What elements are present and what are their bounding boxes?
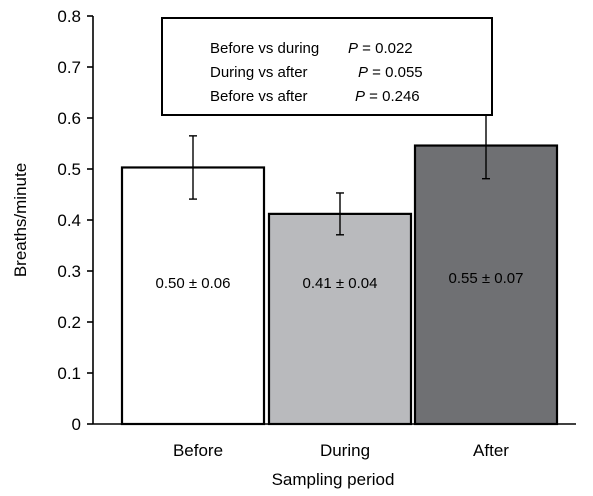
p-symbol: P [358, 64, 368, 81]
comparison-label: During vs after [210, 64, 308, 81]
comparison-label: Before vs after [210, 88, 308, 105]
p-value-number: = 0.055 [368, 64, 423, 81]
bar-during [267, 212, 413, 426]
p-value-number: = 0.246 [365, 88, 420, 105]
x-category-label: During [320, 441, 370, 460]
p-value: P = 0.055 [358, 64, 423, 81]
p-symbol: P [355, 88, 365, 105]
x-category-label: Before [173, 441, 223, 460]
bar-value-labels: 0.50 ± 0.06 0.41 ± 0.04 0.55 ± 0.07 [156, 270, 524, 292]
y-tick-label: 0.7 [57, 58, 81, 77]
y-tick-label: 0.5 [57, 160, 81, 179]
y-tick-label: 0 [72, 415, 81, 434]
bars [120, 144, 559, 426]
y-tick-label: 0.2 [57, 313, 81, 332]
y-tick-label: 0.3 [57, 262, 81, 281]
bar-after [413, 144, 559, 426]
p-value: P = 0.022 [348, 40, 413, 57]
y-tick-label: 0.1 [57, 364, 81, 383]
bar-value-label: 0.50 ± 0.06 [156, 275, 231, 292]
p-value: P = 0.246 [355, 88, 420, 105]
bar-value-label: 0.55 ± 0.07 [449, 270, 524, 287]
bar-value-label: 0.41 ± 0.04 [303, 275, 378, 292]
y-ticks: 0 0.1 0.2 0.3 0.4 0.5 0.6 0.7 0.8 [57, 7, 93, 434]
y-tick-label: 0.6 [57, 109, 81, 128]
x-axis-title: Sampling period [272, 470, 395, 489]
x-category-label: After [473, 441, 509, 460]
y-tick-label: 0.8 [57, 7, 81, 26]
y-axis-title: Breaths/minute [11, 163, 30, 277]
x-category-labels: Before During After [173, 441, 509, 460]
comparison-label: Before vs during [210, 40, 319, 57]
p-value-number: = 0.022 [358, 40, 413, 57]
error-bars [189, 111, 490, 236]
p-value-box-border [161, 17, 493, 116]
bar-before [120, 166, 266, 426]
p-value-box: Before vs during P = 0.022 During vs after… [161, 17, 493, 116]
y-tick-label: 0.4 [57, 211, 81, 230]
p-symbol: P [348, 40, 358, 57]
